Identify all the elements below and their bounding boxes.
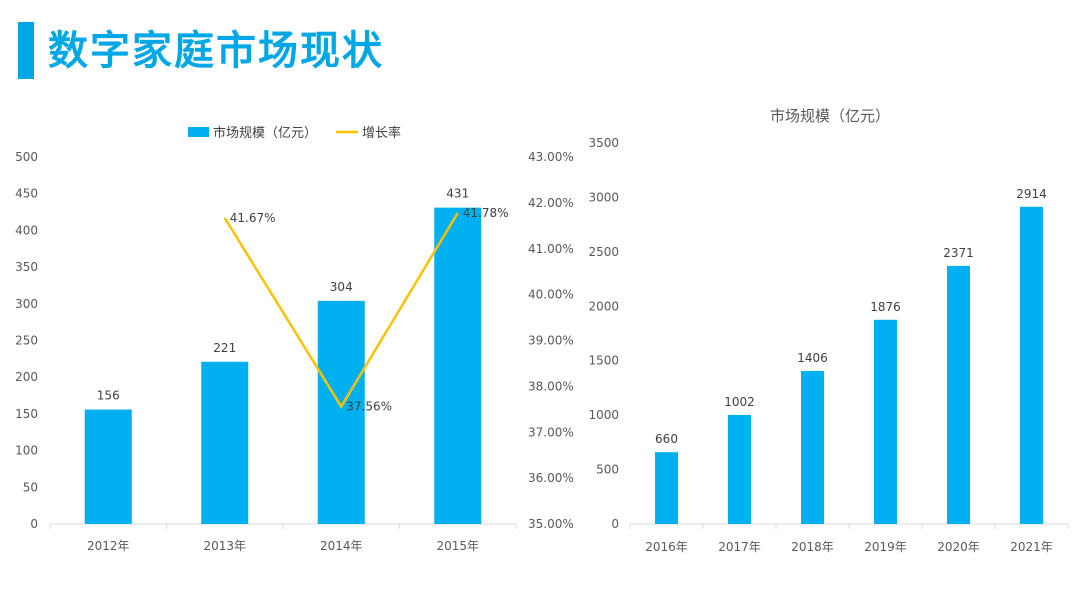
y-tick-label: 1500 bbox=[588, 354, 619, 368]
y-left-tick-label: 150 bbox=[15, 407, 38, 421]
page-title: 数字家庭市场现状 bbox=[48, 28, 384, 74]
growth-rate-line bbox=[223, 212, 459, 409]
x-tick-label: 2020年 bbox=[937, 540, 980, 554]
bar-data-label: 1002 bbox=[724, 395, 755, 409]
bar bbox=[201, 361, 249, 524]
y-left-tick-label: 500 bbox=[15, 150, 38, 164]
legend-bar-label: 市场规模（亿元） bbox=[213, 125, 317, 141]
x-tick-label: 2012年 bbox=[87, 539, 130, 553]
legend-line-label: 增长率 bbox=[362, 125, 401, 141]
bar-data-label: 1406 bbox=[797, 351, 828, 365]
y-right-tick-label: 42.00% bbox=[528, 196, 574, 210]
y-tick-label: 2000 bbox=[588, 299, 619, 313]
bar bbox=[947, 265, 970, 524]
bar-data-label: 221 bbox=[213, 341, 236, 355]
y-tick-label: 0 bbox=[611, 517, 619, 531]
y-left-tick-label: 450 bbox=[15, 187, 38, 201]
y-right-tick-label: 43.00% bbox=[528, 150, 574, 164]
bar-data-label: 1876 bbox=[870, 300, 901, 314]
bar bbox=[728, 414, 751, 524]
bar bbox=[1020, 206, 1043, 524]
bar-data-label: 304 bbox=[330, 280, 353, 294]
y-left-tick-label: 250 bbox=[15, 334, 38, 348]
x-tick-label: 2017年 bbox=[718, 540, 761, 554]
bar-data-label: 660 bbox=[655, 432, 678, 446]
legend-bar-swatch bbox=[188, 127, 209, 137]
chart-title: 市场规模（亿元） bbox=[770, 107, 890, 125]
x-tick-label: 2021年 bbox=[1010, 540, 1053, 554]
y-right-tick-label: 38.00% bbox=[528, 379, 574, 393]
bar bbox=[317, 300, 365, 524]
y-right-tick-label: 40.00% bbox=[528, 288, 574, 302]
bar bbox=[655, 452, 678, 524]
line-data-label: 41.67% bbox=[230, 211, 276, 225]
y-right-tick-label: 36.00% bbox=[528, 471, 574, 485]
x-tick-label: 2016年 bbox=[645, 540, 688, 554]
y-tick-label: 3000 bbox=[588, 190, 619, 204]
y-tick-label: 500 bbox=[596, 463, 619, 477]
y-tick-label: 2500 bbox=[588, 245, 619, 259]
y-right-tick-label: 37.00% bbox=[528, 425, 574, 439]
x-tick-label: 2015年 bbox=[436, 539, 479, 553]
y-tick-label: 1000 bbox=[588, 408, 619, 422]
x-tick-label: 2019年 bbox=[864, 540, 907, 554]
y-right-tick-label: 35.00% bbox=[528, 517, 574, 531]
bar-data-label: 431 bbox=[446, 187, 469, 201]
y-left-tick-label: 350 bbox=[15, 260, 38, 274]
y-tick-label: 3500 bbox=[588, 136, 619, 150]
x-tick-label: 2014年 bbox=[320, 539, 363, 553]
y-left-tick-label: 100 bbox=[15, 444, 38, 458]
y-left-tick-label: 200 bbox=[15, 370, 38, 384]
y-left-tick-label: 50 bbox=[23, 480, 38, 494]
title-accent-bar bbox=[18, 22, 34, 79]
y-left-tick-label: 400 bbox=[15, 223, 38, 237]
bar-data-label: 2914 bbox=[1016, 187, 1047, 201]
line-data-label: 41.78% bbox=[463, 206, 509, 220]
bar bbox=[84, 409, 132, 524]
y-right-tick-label: 41.00% bbox=[528, 242, 574, 256]
x-tick-label: 2013年 bbox=[203, 539, 246, 553]
y-left-tick-label: 300 bbox=[15, 297, 38, 311]
x-tick-label: 2018年 bbox=[791, 540, 834, 554]
bar-data-label: 156 bbox=[97, 388, 120, 402]
y-left-tick-label: 0 bbox=[30, 517, 38, 531]
bar bbox=[434, 207, 482, 524]
bar bbox=[874, 319, 897, 524]
bar bbox=[801, 370, 824, 524]
line-data-label: 37.56% bbox=[346, 400, 392, 414]
y-right-tick-label: 39.00% bbox=[528, 334, 574, 348]
bar-data-label: 2371 bbox=[943, 246, 974, 260]
